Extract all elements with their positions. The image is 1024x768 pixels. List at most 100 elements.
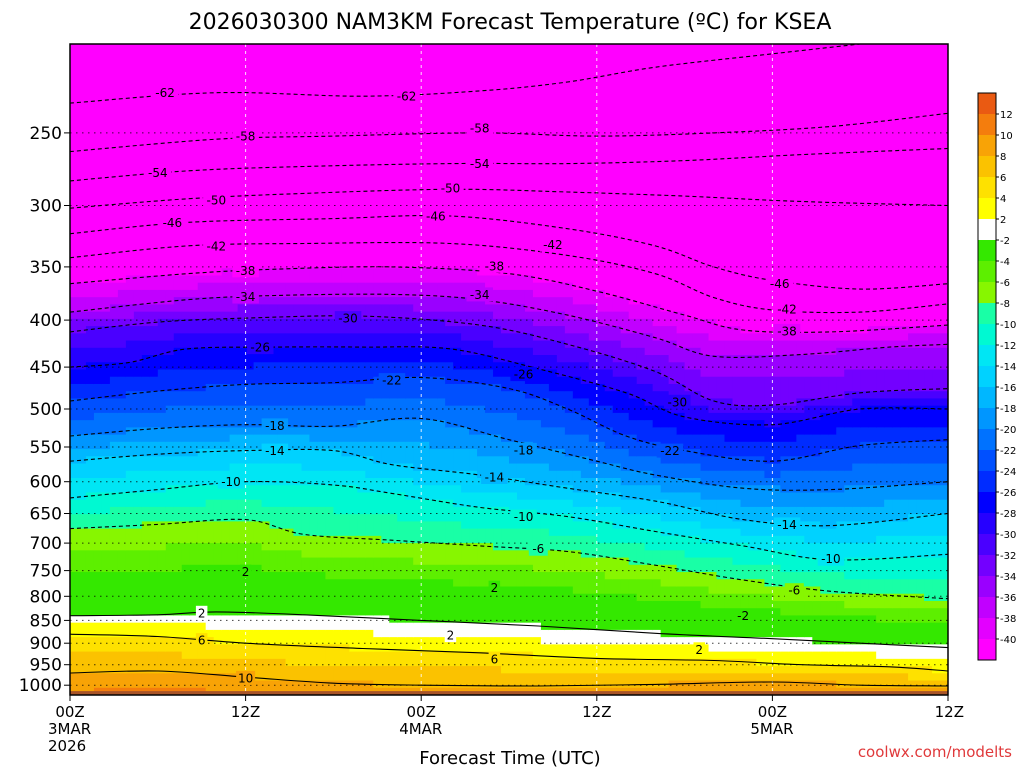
field-column bbox=[532, 44, 542, 695]
field-cell bbox=[109, 297, 119, 305]
field-cell bbox=[373, 333, 382, 349]
field-cell bbox=[692, 586, 702, 602]
field-cell bbox=[293, 463, 303, 486]
field-cell bbox=[373, 304, 382, 320]
field-cell bbox=[748, 521, 758, 537]
field-cell bbox=[732, 521, 742, 530]
field-cell bbox=[317, 304, 327, 320]
field-cell bbox=[756, 637, 766, 653]
field-cell bbox=[764, 427, 773, 443]
field-cell bbox=[269, 615, 279, 631]
field-cell bbox=[197, 658, 207, 674]
field-cell bbox=[357, 362, 366, 385]
field-cell bbox=[70, 297, 79, 313]
field-cell bbox=[437, 666, 446, 689]
field-cell bbox=[293, 535, 303, 551]
field-cell bbox=[772, 405, 781, 414]
field-cell bbox=[277, 615, 287, 631]
field-cell bbox=[421, 318, 430, 334]
field-cell bbox=[756, 456, 766, 472]
field-cell bbox=[413, 268, 422, 284]
field-cell bbox=[421, 44, 430, 269]
field-cell bbox=[133, 456, 143, 472]
field-cell bbox=[788, 615, 797, 638]
field-cell bbox=[70, 282, 79, 298]
field-cell bbox=[477, 340, 486, 356]
field-cell bbox=[261, 506, 271, 522]
field-cell bbox=[445, 405, 454, 428]
field-cell bbox=[357, 333, 366, 349]
field-cell bbox=[125, 427, 135, 443]
colorbar-cell bbox=[978, 492, 996, 513]
field-cell bbox=[237, 463, 247, 486]
field-cell bbox=[93, 622, 103, 638]
field-cell bbox=[580, 44, 590, 291]
field-cell bbox=[652, 391, 662, 407]
field-cell bbox=[796, 521, 805, 537]
field-cell bbox=[788, 456, 797, 472]
field-cell bbox=[748, 456, 758, 472]
field-cell bbox=[461, 564, 470, 588]
field-cell bbox=[764, 535, 773, 551]
field-cell bbox=[317, 449, 327, 472]
field-cell bbox=[524, 651, 534, 674]
field-cell bbox=[157, 651, 167, 674]
field-cell bbox=[213, 564, 223, 617]
field-cell bbox=[293, 629, 303, 645]
colorbar-cell bbox=[978, 303, 996, 324]
field-cell bbox=[149, 412, 159, 428]
field-cell bbox=[165, 521, 175, 544]
field-cell bbox=[269, 347, 279, 363]
field-cell bbox=[692, 521, 702, 537]
field-cell bbox=[596, 463, 606, 479]
field-cell bbox=[453, 586, 462, 624]
field-cell bbox=[501, 391, 510, 414]
field-cell bbox=[77, 651, 87, 674]
field-cell bbox=[461, 326, 470, 342]
field-cell bbox=[604, 478, 614, 494]
field-cell bbox=[237, 658, 247, 674]
colorbar-cell bbox=[978, 387, 996, 408]
ground-layer bbox=[70, 691, 948, 695]
field-cell bbox=[261, 572, 271, 617]
field-cell bbox=[852, 369, 861, 392]
field-cell bbox=[892, 593, 901, 609]
field-cell bbox=[285, 463, 295, 486]
y-tick-label: 300 bbox=[30, 197, 62, 217]
field-cell bbox=[836, 44, 845, 334]
field-cell bbox=[405, 347, 414, 363]
field-cell bbox=[293, 405, 303, 428]
field-cell bbox=[780, 405, 789, 414]
contour-label-bg bbox=[195, 633, 208, 648]
field-cell bbox=[780, 572, 789, 588]
field-cell bbox=[285, 268, 295, 284]
field-cell bbox=[532, 44, 542, 284]
field-column bbox=[908, 44, 917, 695]
field-cell bbox=[469, 297, 478, 313]
field-cell bbox=[860, 608, 869, 617]
plot-area: -62 -62-58-58-54-54-50-50-46 -46-46-42 -42-… bbox=[70, 44, 948, 695]
field-cell bbox=[820, 398, 829, 407]
contour-label: -22 bbox=[382, 374, 402, 388]
field-cell bbox=[652, 514, 662, 530]
field-cell bbox=[85, 478, 95, 494]
field-cell bbox=[892, 405, 901, 428]
field-column bbox=[85, 44, 95, 695]
field-cell bbox=[493, 434, 502, 457]
field-column bbox=[421, 44, 430, 695]
field-cell bbox=[708, 376, 718, 400]
field-cell bbox=[437, 398, 446, 421]
field-cell bbox=[189, 311, 199, 320]
field-cell bbox=[516, 673, 526, 689]
field-cell bbox=[485, 340, 494, 356]
field-cell bbox=[453, 427, 462, 450]
field-cell bbox=[125, 506, 135, 530]
field-cell bbox=[501, 441, 510, 457]
field-cell bbox=[141, 412, 151, 428]
field-cell bbox=[325, 680, 334, 695]
field-cell bbox=[101, 615, 111, 624]
field-cell bbox=[341, 427, 350, 443]
field-cell bbox=[796, 434, 805, 457]
field-cell bbox=[349, 456, 358, 472]
field-cell bbox=[357, 405, 366, 421]
